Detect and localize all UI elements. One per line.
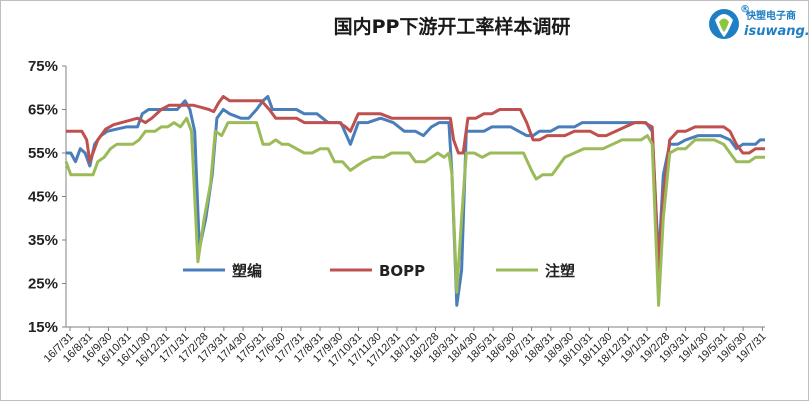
- y-tick-label: 75%: [28, 58, 58, 75]
- legend-label: 注塑: [545, 262, 575, 280]
- legend: 塑编 BOPP 注塑: [183, 262, 575, 280]
- y-tick-label: 15%: [28, 319, 58, 336]
- logo-mark-icon: [709, 9, 739, 39]
- logo-english-name: isuwang.co: [744, 24, 809, 39]
- logo-registered-mark: ®: [740, 4, 750, 15]
- y-tick-label: 45%: [28, 189, 58, 206]
- y-tick-label: 65%: [28, 102, 58, 119]
- isuwang-logo: 快塑电子商 ® isuwang.co: [709, 4, 809, 39]
- logo-chinese-name: 快塑电子商: [745, 9, 796, 22]
- chart-title: 国内PP下游开工率样本调研: [334, 15, 571, 38]
- y-tick-group: 15% 25% 35% 45% 55% 65% 75%: [28, 58, 66, 336]
- y-tick-label: 25%: [28, 276, 58, 293]
- legend-label: BOPP: [379, 262, 425, 280]
- legend-label: 塑编: [232, 262, 262, 280]
- series-line-3: [64, 116, 765, 307]
- series-group: [64, 95, 765, 307]
- y-tick-label: 55%: [28, 145, 58, 162]
- y-tick-label: 35%: [28, 232, 58, 249]
- series-line-2: [66, 95, 765, 272]
